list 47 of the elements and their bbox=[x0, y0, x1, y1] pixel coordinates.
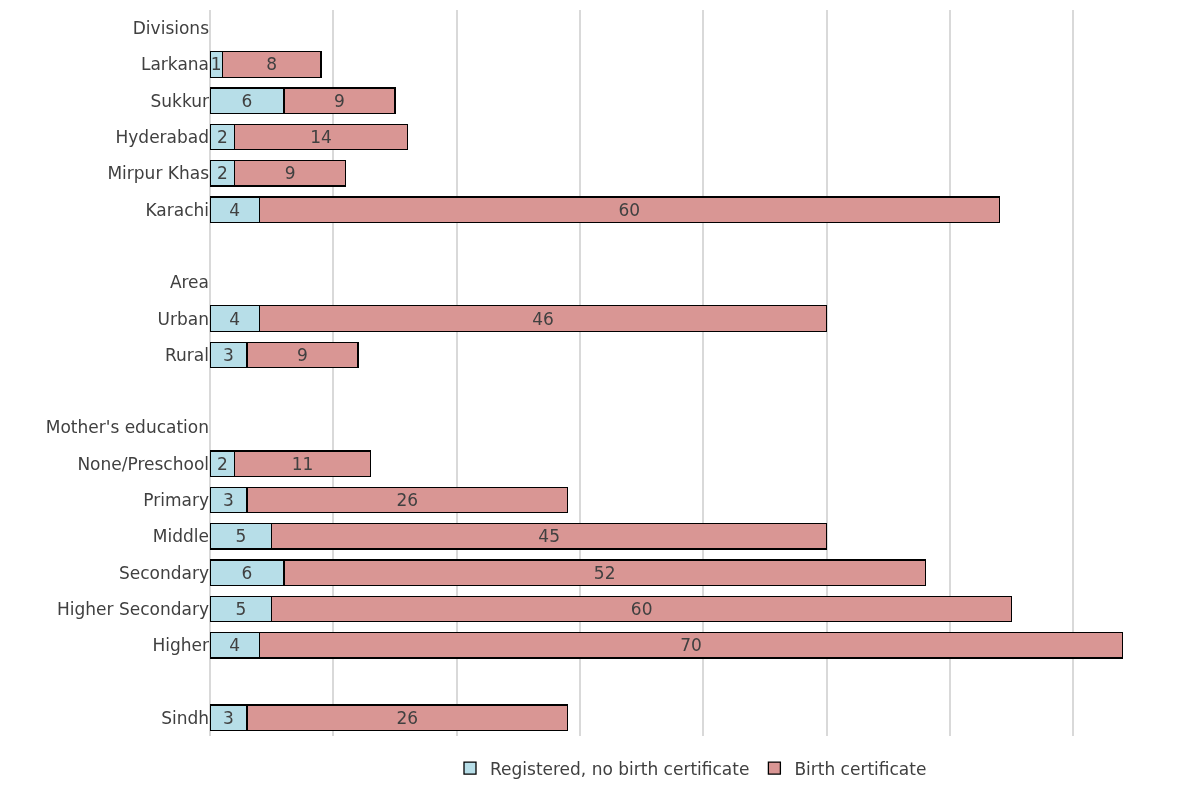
legend-label: Birth certificate bbox=[794, 758, 927, 779]
data-label: 6 bbox=[241, 90, 253, 111]
data-label: 5 bbox=[235, 526, 247, 547]
data-label: 6 bbox=[241, 562, 253, 583]
data-label: 60 bbox=[630, 598, 653, 619]
data-label: 4 bbox=[229, 635, 241, 656]
legend-label: Registered, no birth certificate bbox=[490, 758, 750, 779]
y-tick-label: Urban bbox=[157, 308, 209, 329]
data-label: 14 bbox=[310, 127, 332, 148]
y-tick-label: Sindh bbox=[161, 707, 209, 728]
data-label: 9 bbox=[297, 344, 308, 365]
data-label: 46 bbox=[532, 308, 554, 329]
y-tick-label: Higher bbox=[152, 635, 209, 656]
data-label: 3 bbox=[223, 344, 234, 365]
y-tick-label: Mirpur Khas bbox=[107, 163, 210, 184]
data-label: 45 bbox=[538, 526, 560, 547]
y-tick-label: None/Preschool bbox=[77, 453, 209, 474]
data-label: 26 bbox=[396, 707, 419, 728]
data-label: 1 bbox=[210, 54, 222, 75]
y-tick-label: Hyderabad bbox=[115, 127, 209, 147]
y-tick-label: Sukkur bbox=[150, 90, 210, 111]
y-tick-label: Secondary bbox=[118, 562, 209, 583]
y-tick-label: Larkana bbox=[140, 54, 209, 75]
y-tick-label: Divisions bbox=[132, 18, 210, 39]
data-label: 2 bbox=[216, 163, 228, 184]
y-tick-label: Rural bbox=[165, 344, 209, 365]
data-label: 9 bbox=[334, 90, 345, 111]
data-label: 5 bbox=[235, 598, 247, 619]
data-label: 9 bbox=[284, 163, 296, 184]
y-tick-label: Area bbox=[169, 272, 209, 293]
data-label: 3 bbox=[223, 490, 234, 511]
data-label: 70 bbox=[680, 635, 702, 656]
data-label: 2 bbox=[216, 453, 228, 474]
y-tick-label: Karachi bbox=[145, 199, 209, 220]
data-label: 3 bbox=[223, 707, 234, 728]
data-label: 8 bbox=[266, 54, 278, 75]
data-label: 4 bbox=[229, 199, 241, 220]
data-label: 11 bbox=[291, 453, 314, 474]
data-label: 2 bbox=[216, 127, 228, 148]
y-tick-label: Higher Secondary bbox=[57, 598, 209, 619]
y-tick-label: Primary bbox=[143, 490, 209, 510]
y-tick-label: Mother's education bbox=[45, 417, 209, 438]
y-tick-label: Middle bbox=[152, 526, 209, 547]
data-label: 26 bbox=[396, 490, 419, 511]
data-label: 4 bbox=[229, 308, 241, 329]
data-label: 52 bbox=[593, 562, 616, 583]
data-label: 60 bbox=[618, 199, 641, 220]
